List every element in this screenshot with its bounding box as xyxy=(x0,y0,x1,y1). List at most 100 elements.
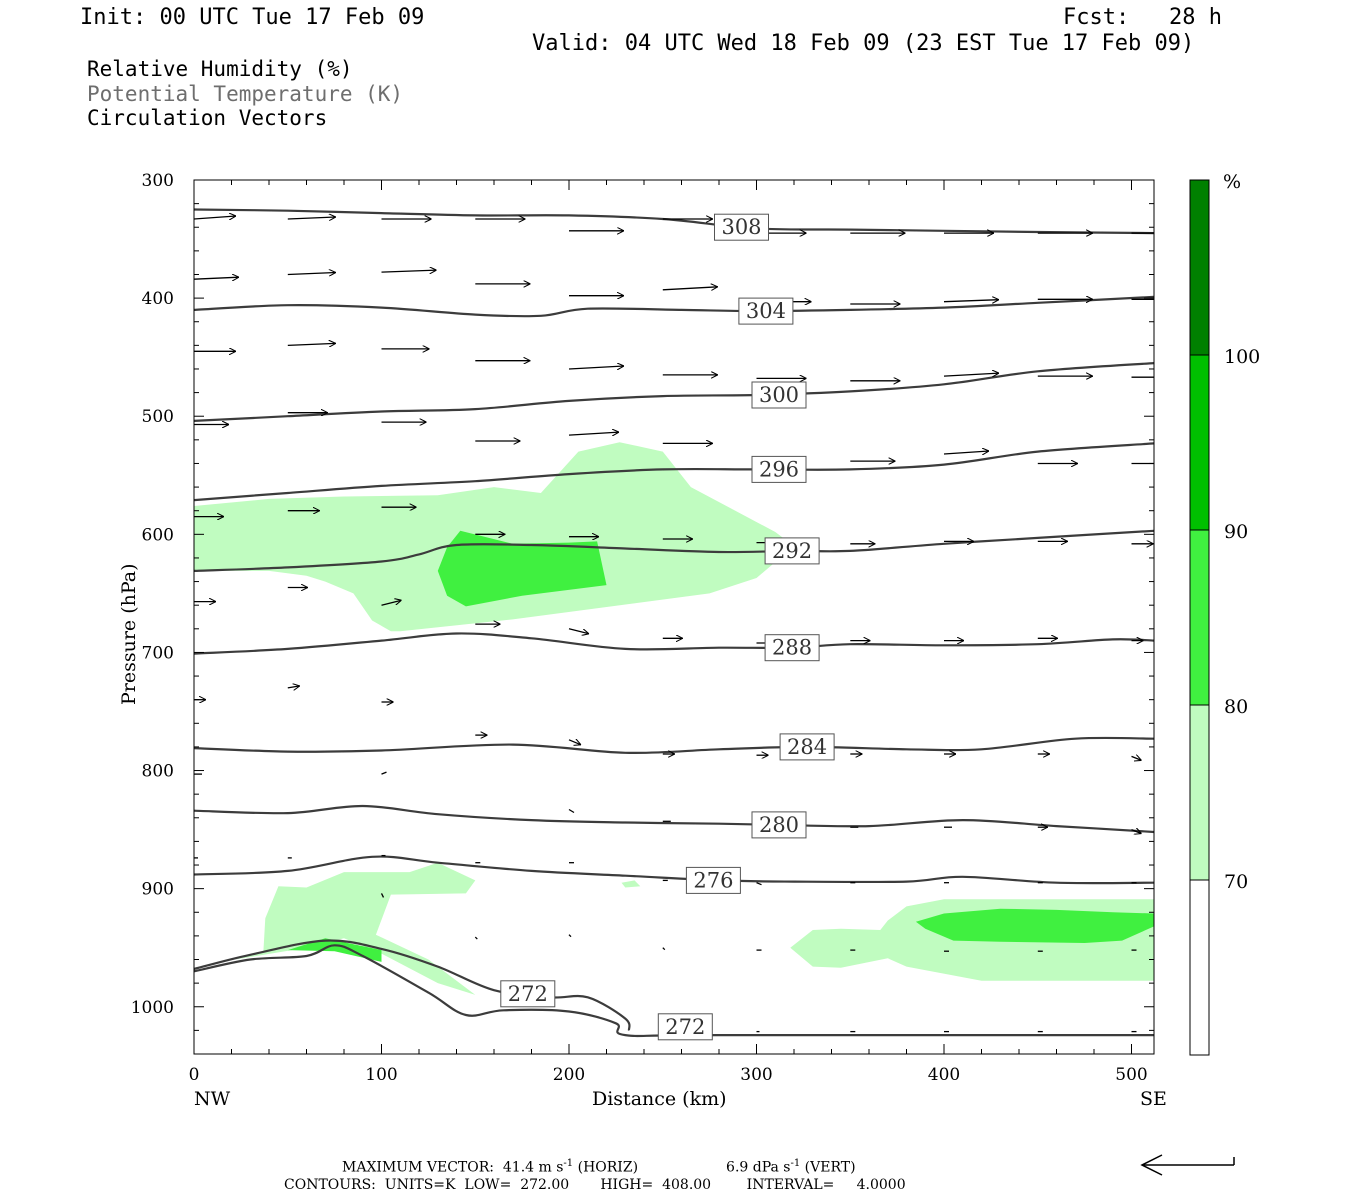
circulation-vector xyxy=(1131,830,1142,834)
isentrope-304-1 xyxy=(194,295,1154,318)
relative-humidity-fills xyxy=(194,442,1154,995)
contour-label-288: 288 xyxy=(764,634,820,662)
circulation-vector xyxy=(287,273,336,275)
legend-potential-temperature: Potential Temperature (K) xyxy=(87,82,404,106)
isentrope-300-2 xyxy=(194,362,1154,422)
plot-frame xyxy=(193,179,1155,1055)
circulation-vector xyxy=(568,808,575,814)
rh-region-80-3 xyxy=(287,938,382,962)
colorbar-label-80: 80 xyxy=(1224,696,1248,718)
y-tick-label: 300 xyxy=(142,171,174,191)
colorbar-unit: % xyxy=(1223,171,1241,193)
rh-region-70-2 xyxy=(235,862,476,995)
colorbar-below-70 xyxy=(1189,879,1210,1056)
circulation-vector xyxy=(943,300,999,302)
x-tick-label: 100 xyxy=(365,1065,397,1085)
circulation-vector xyxy=(662,287,718,290)
y-tick-label: 700 xyxy=(142,643,174,663)
x-tick-label: 400 xyxy=(928,1065,960,1085)
svg-text:280: 280 xyxy=(759,813,799,837)
y-tick-label: 900 xyxy=(142,880,174,900)
circulation-vector xyxy=(287,217,336,219)
circulation-vector xyxy=(381,771,387,775)
x-tick-label: 0 xyxy=(189,1065,200,1085)
circulation-vector xyxy=(568,740,581,745)
circulation-vector xyxy=(287,343,336,345)
contour-label-304: 304 xyxy=(738,297,794,325)
circulation-vector xyxy=(194,277,239,279)
colorbar-90-100 xyxy=(1189,354,1210,531)
init-time: Init: 00 UTC Tue 17 Feb 09 xyxy=(80,5,425,30)
circulation-vector xyxy=(662,947,666,951)
legend-relative-humidity: Relative Humidity (%) xyxy=(87,57,353,81)
circulation-vector xyxy=(380,893,385,898)
svg-text:300: 300 xyxy=(759,383,799,407)
axis-ticks: 300 400 500 600 700 800 900 1000 0 100 200 300 400 50… xyxy=(131,171,1154,1085)
x-axis-label: Distance (km) xyxy=(592,1088,727,1110)
footer-contours: CONTOURS: UNITS=K LOW= 272.00 HIGH= 408.… xyxy=(284,1177,906,1193)
contour-label-272: 272 xyxy=(657,1013,713,1041)
x-end-label-nw: NW xyxy=(194,1088,231,1110)
rh-region-80-5 xyxy=(915,908,1154,943)
legend-circulation-vectors: Circulation Vectors xyxy=(87,106,328,130)
y-axis-label: Pressure (hPa) xyxy=(118,563,140,705)
colorbar-above-100 xyxy=(1189,179,1210,356)
svg-text:272: 272 xyxy=(665,1015,705,1039)
isentrope-288-5 xyxy=(194,632,1154,655)
circulation-vector xyxy=(568,934,572,938)
colorbar-70-80 xyxy=(1189,704,1210,881)
circulation-vector xyxy=(1131,756,1142,760)
svg-text:288: 288 xyxy=(772,636,812,660)
contour-label-296: 296 xyxy=(751,455,807,483)
isentrope-272-9 xyxy=(194,939,631,1031)
contour-label-276: 276 xyxy=(685,866,741,894)
isentrope-272-10 xyxy=(194,944,1154,1038)
colorbar-label-90: 90 xyxy=(1224,521,1248,543)
colorbar-label-100: 100 xyxy=(1224,346,1260,368)
circulation-vector xyxy=(756,882,762,886)
circulation-vector xyxy=(194,216,236,219)
svg-text:272: 272 xyxy=(508,982,548,1006)
svg-text:292: 292 xyxy=(772,539,812,563)
x-end-label-se: SE xyxy=(1140,1088,1167,1110)
colorbar-80-90 xyxy=(1189,529,1210,706)
footer-max-vector: MAXIMUM VECTOR: 41.4 m s-1 (HORIZ) 6.9 dP… xyxy=(342,1158,856,1176)
y-tick-label: 500 xyxy=(142,407,174,427)
circulation-vector xyxy=(568,432,619,435)
x-tick-label: 200 xyxy=(553,1065,585,1085)
isentrope-292-4 xyxy=(194,529,1154,572)
circulation-vector xyxy=(474,936,478,940)
isentrope-284-6 xyxy=(194,736,1154,755)
circulation-vector xyxy=(381,600,402,606)
contour-label-300: 300 xyxy=(751,381,807,409)
y-tick-label: 800 xyxy=(142,762,174,782)
svg-text:284: 284 xyxy=(787,735,827,759)
isentrope-276-8 xyxy=(194,855,1154,885)
y-tick-label: 400 xyxy=(142,289,174,309)
colorbar-label-70: 70 xyxy=(1224,871,1248,893)
rh-region-70-0 xyxy=(194,442,794,632)
circulation-vector xyxy=(568,628,589,634)
isentrope-280-7 xyxy=(194,804,1154,834)
circulation-vector xyxy=(381,270,437,272)
svg-text:304: 304 xyxy=(746,299,786,323)
colorbar: % 70 80 90 100 xyxy=(1189,171,1260,1056)
contour-label-308: 308 xyxy=(714,213,769,241)
circulation-vector xyxy=(943,373,999,376)
contour-label-280: 280 xyxy=(751,811,807,839)
rh-region-80-1 xyxy=(437,530,607,607)
contour-label-272: 272 xyxy=(500,980,556,1008)
forecast-hour: Fcst: 28 h xyxy=(1063,5,1222,30)
svg-text:276: 276 xyxy=(693,868,733,892)
y-tick-label: 600 xyxy=(142,525,174,545)
circulation-vector xyxy=(568,366,624,369)
svg-text:308: 308 xyxy=(721,215,761,239)
reference-vector xyxy=(1140,1154,1235,1176)
x-tick-label: 500 xyxy=(1115,1065,1147,1085)
potential-temperature-contours xyxy=(194,208,1154,1038)
circulation-vector xyxy=(287,686,300,688)
contour-label-292: 292 xyxy=(764,537,820,565)
y-tick-label: 1000 xyxy=(131,998,174,1018)
isentrope-296-3 xyxy=(194,442,1154,502)
